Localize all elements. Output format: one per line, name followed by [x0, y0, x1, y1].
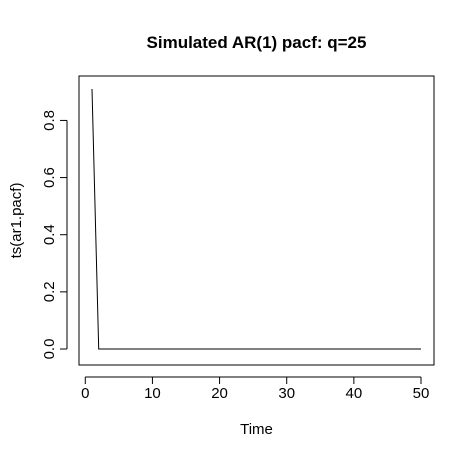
y-tick-label: 0.8 [41, 110, 58, 131]
y-axis-label: ts(ar1.pacf) [8, 183, 25, 259]
chart-title: Simulated AR(1) pacf: q=25 [147, 33, 367, 52]
x-tick-label: 10 [144, 385, 161, 402]
x-tick-label: 20 [211, 385, 228, 402]
y-axis: 0.0 0.2 0.4 0.6 0.8 [41, 110, 68, 360]
x-tick-label: 40 [346, 385, 363, 402]
y-tick-label: 0.2 [41, 281, 58, 302]
x-tick-label: 0 [81, 385, 89, 402]
series-layer [91, 88, 421, 350]
series-line [91, 88, 421, 350]
y-tick-label: 0.4 [41, 224, 58, 245]
x-axis: 0 10 20 30 40 50 [81, 376, 430, 402]
x-tick-label: 50 [413, 385, 430, 402]
y-tick-label: 0.6 [41, 167, 58, 188]
x-tick-label: 30 [278, 385, 295, 402]
x-axis-label: Time [240, 421, 273, 438]
plot-frame [78, 75, 435, 366]
y-tick-label: 0.0 [41, 339, 58, 360]
